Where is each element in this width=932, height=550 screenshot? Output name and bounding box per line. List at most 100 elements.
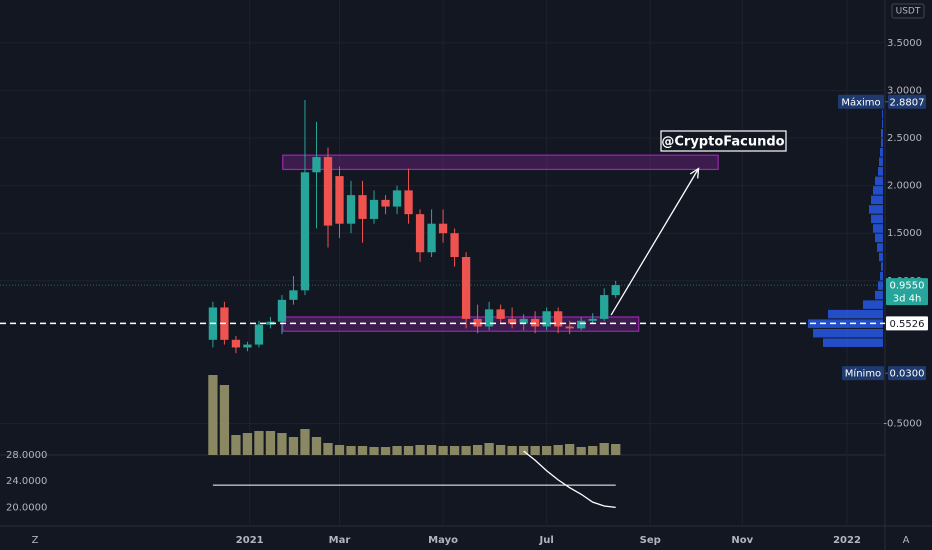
volume-bar [449,446,460,455]
volume-bar [403,446,414,455]
volume-profile-bar [878,281,883,290]
x-tick-label: Mayo [428,535,458,546]
candle-body [450,233,459,258]
volume-profile-bar [882,119,883,129]
candle-body [473,318,482,327]
candle-body [427,223,436,253]
volume-bar [334,445,345,455]
candle-body [323,157,333,226]
candle-body [611,285,620,296]
x-tick-label: Nov [731,535,753,546]
volume-bar [599,443,609,455]
candle-body [542,311,551,327]
volume-profile-bar [880,271,883,281]
candle-body [254,324,264,345]
x-tick-label: Mar [329,535,351,546]
countdown: 3d 4h [893,294,922,305]
last-price: 0.9550 [890,281,925,292]
volume-bar [219,385,230,455]
volume-bar [518,446,529,455]
y-tick-label: 1.5000 [887,228,922,239]
volume-bar [300,429,310,455]
max-value: 2.8807 [890,97,925,108]
candle-body [369,199,379,219]
marked-price-box [886,316,928,331]
last-price-box [886,278,928,293]
y-tick-label: 3.5000 [887,38,922,49]
min-name-box [842,366,884,381]
candle-body [231,339,241,348]
volume-bar [611,444,621,455]
candle-body [438,223,448,234]
zone [282,154,719,171]
candle-body [519,318,528,324]
corner-icon[interactable]: A [903,535,910,546]
volume-profile-bar [869,205,883,214]
volume-profile-bar [875,176,883,186]
volume-bar [461,446,471,455]
candle-body [577,320,586,329]
x-tick-label: 2021 [236,535,264,546]
volume-bar [576,447,586,455]
volume-bar [254,431,264,455]
volume-profile-bar [881,138,883,148]
volume-bar [357,446,368,455]
min-value: 0.0300 [890,369,925,380]
annotation-box [660,130,787,152]
volume-profile-bar [823,338,883,347]
volume-bar [323,443,333,455]
currency-box [891,3,925,19]
arrow [610,168,700,316]
volume-bar [415,445,425,455]
candle-body [461,257,471,319]
volume-profile-bar [873,186,883,195]
candle-body [496,309,505,319]
candle-body [588,318,597,321]
volume-bar [484,443,494,455]
y-tick-label: 2.5000 [887,133,922,144]
volume-profile-bar [881,262,883,271]
volume-bar [380,447,391,455]
currency: USDT [896,7,921,17]
candle-body [404,190,413,215]
candle-body [392,190,402,207]
max-name-box [838,94,884,109]
volume-profile-bar [873,224,883,233]
volume-profile-bar [828,309,883,319]
indicator-tick-label: 24.0000 [6,476,47,487]
volume-bar [565,444,575,455]
volume-profile-bar [881,129,883,138]
y-tick-label: -0.5000 [883,419,922,430]
candle-body [415,214,425,253]
volume-bar [265,431,276,455]
volume-profile-bar [877,243,883,252]
volume-profile-bar [871,214,883,224]
countdown-box [886,291,928,306]
volume-bar [588,446,598,455]
y-tick-label: 3.0000 [887,85,922,96]
volume-bar [392,446,402,455]
x-tick-label: 2022 [833,535,861,546]
candle-body [484,309,494,327]
volume-profile-bar [879,252,883,262]
candle-body [289,290,298,300]
corner-icon[interactable]: Z [32,535,39,546]
indicator-tick-label: 20.0000 [6,502,47,513]
candle-body [277,299,287,322]
x-tick-label: Jul [539,535,554,546]
volume-profile-bar [878,167,883,176]
candle-body [565,326,574,329]
volume-bar [438,446,448,455]
volume-profile-bar [882,109,883,119]
candle-body [600,295,609,319]
annotation: @CryptoFacundo [661,135,784,150]
volume-bar [507,446,517,455]
candle-body [243,344,252,348]
volume-bar [242,433,253,455]
max-name: Máximo [841,96,880,108]
volume-profile-bar [863,300,883,309]
volume-profile-bar [813,328,883,338]
volume-bar [530,446,540,455]
indicator-line [523,450,616,508]
